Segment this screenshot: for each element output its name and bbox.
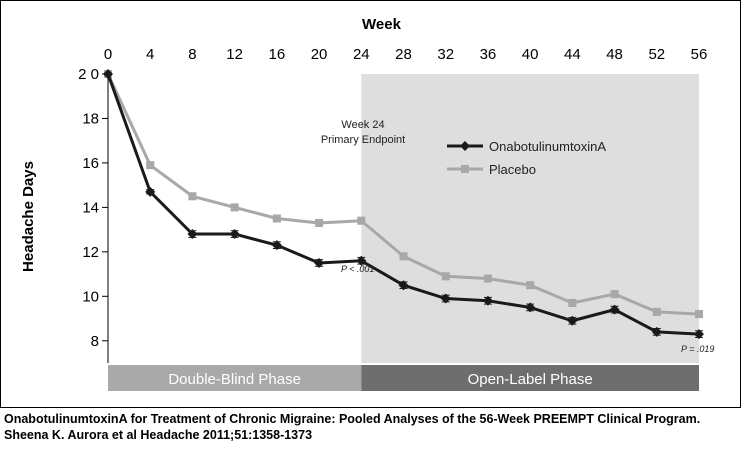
data-point-onabotulinumtoxina <box>145 186 156 197</box>
data-point-onabotulinumtoxina <box>229 229 240 240</box>
y-tick-label: 18 <box>82 110 99 127</box>
data-point-placebo <box>610 290 619 299</box>
x-tick-label: 52 <box>648 46 665 63</box>
figure-frame: 2 0 18 16 14 12 10 8 0 4 8 12 16 20 24 28 32 36 40 44 48 52 5… <box>0 0 741 408</box>
data-point-placebo <box>441 272 450 281</box>
x-tick-label: 20 <box>311 46 328 63</box>
x-tick-label: 12 <box>226 46 243 63</box>
y-tick-label: 2 0 <box>78 66 99 83</box>
data-point-placebo <box>568 298 577 307</box>
data-point-onabotulinumtoxina <box>398 280 409 291</box>
x-tick-label: 44 <box>564 46 581 63</box>
x-tick-label: 40 <box>522 46 539 63</box>
x-tick-label: 4 <box>146 46 154 63</box>
annotation-primary-endpoint: Primary Endpoint <box>321 134 405 146</box>
data-point-onabotulinumtoxina <box>609 304 620 315</box>
x-tick-label: 16 <box>269 46 286 63</box>
y-tick-label: 10 <box>82 288 99 305</box>
x-tick-label: 32 <box>437 46 454 63</box>
legend-marker-placebo <box>461 165 469 173</box>
data-point-placebo <box>230 203 239 212</box>
data-point-onabotulinumtoxina <box>187 229 198 240</box>
y-tick-label: 8 <box>91 333 99 350</box>
x-tick-label: 28 <box>395 46 412 63</box>
figure-caption: OnabotulinumtoxinA for Treatment of Chro… <box>4 412 701 442</box>
legend-marker-onabotulinumtoxina <box>460 141 470 151</box>
y-tick-label: 14 <box>82 199 99 216</box>
x-tick-label: 56 <box>691 46 708 63</box>
x-tick-label: 36 <box>480 46 497 63</box>
y-tick-label: 12 <box>82 244 99 261</box>
data-point-placebo <box>483 274 492 283</box>
data-point-onabotulinumtoxina <box>694 329 704 340</box>
data-point-placebo <box>188 192 197 201</box>
data-point-placebo <box>146 161 155 170</box>
data-point-placebo <box>399 252 408 261</box>
x-tick-label: 8 <box>188 46 196 63</box>
data-point-placebo <box>315 218 324 227</box>
phase-label: Double-Blind Phase <box>168 371 301 388</box>
data-point-onabotulinumtoxina <box>440 293 451 304</box>
data-point-onabotulinumtoxina <box>271 240 282 251</box>
data-point-placebo <box>526 281 535 290</box>
x-tick-label: 48 <box>606 46 623 63</box>
data-point-onabotulinumtoxina <box>651 326 662 337</box>
data-point-placebo <box>357 216 366 225</box>
legend-label-onabotulinumtoxina: OnabotulinumtoxinA <box>489 139 606 154</box>
data-point-onabotulinumtoxina <box>567 315 578 326</box>
data-point-onabotulinumtoxina <box>525 302 536 313</box>
phase-bar <box>361 365 699 391</box>
x-tick-label: 0 <box>104 46 112 63</box>
y-axis-label: Headache Days <box>20 161 37 272</box>
y-tick-label: 16 <box>82 155 99 172</box>
legend-label-placebo: Placebo <box>489 162 536 177</box>
data-point-placebo <box>652 307 661 316</box>
p-value-week56: P = .019 <box>681 344 714 354</box>
phase-bar <box>108 365 362 391</box>
p-value-week24: P < .001 <box>341 264 374 274</box>
data-point-placebo <box>695 310 703 319</box>
x-tick-label: 24 <box>353 46 370 63</box>
data-point-onabotulinumtoxina <box>482 295 493 306</box>
annotation-week24: Week 24 <box>341 119 384 131</box>
data-point-onabotulinumtoxina <box>356 255 367 266</box>
data-point-onabotulinumtoxina <box>314 257 325 268</box>
data-point-onabotulinumtoxina <box>103 69 113 79</box>
open-label-shaded-region <box>361 74 699 363</box>
data-point-placebo <box>272 214 281 223</box>
chart-title: Week <box>362 16 402 33</box>
phase-label: Open-Label Phase <box>468 371 593 388</box>
